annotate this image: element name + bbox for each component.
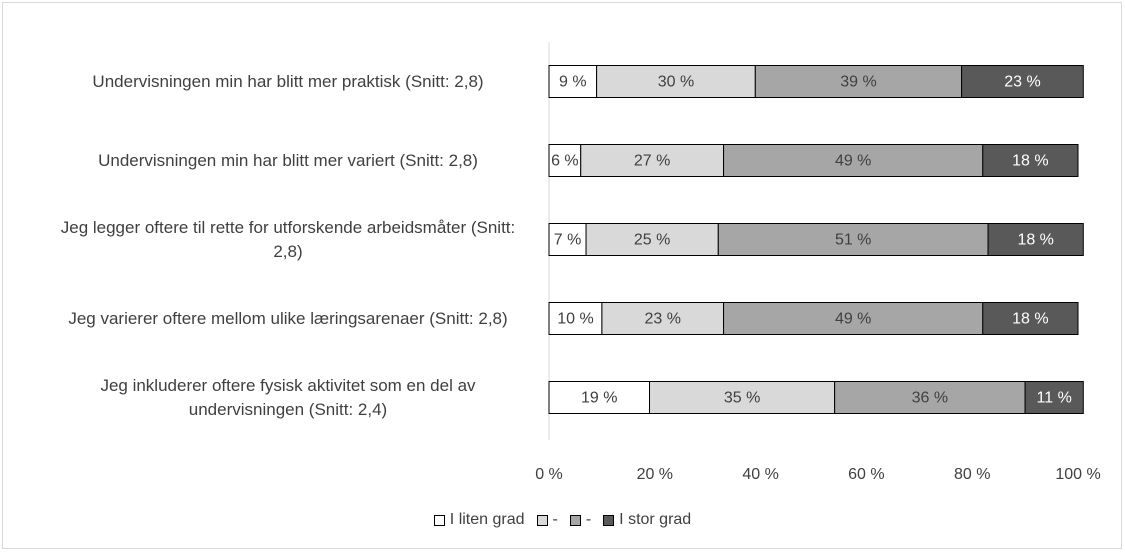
data-label: 27 % bbox=[634, 153, 670, 170]
category-label: Jeg inkluderer oftere fysisk aktivitet s… bbox=[100, 375, 476, 419]
bar-segment bbox=[961, 65, 1084, 98]
data-label: 49 % bbox=[835, 153, 871, 170]
data-label: 39 % bbox=[840, 74, 876, 91]
data-label: 30 % bbox=[658, 74, 694, 91]
bar-segment bbox=[548, 144, 582, 177]
legend-swatch bbox=[569, 514, 581, 526]
legend-item: - bbox=[569, 511, 592, 529]
legend-swatch bbox=[536, 514, 548, 526]
bar-segment bbox=[987, 223, 1084, 256]
legend-label: I stor grad bbox=[619, 511, 692, 528]
bar-segment bbox=[1024, 381, 1084, 414]
bar-segment bbox=[717, 223, 989, 256]
legend-item: I stor grad bbox=[603, 511, 691, 529]
bar-segment bbox=[649, 381, 836, 414]
data-label: 25 % bbox=[634, 232, 670, 249]
data-label: 51 % bbox=[835, 232, 871, 249]
x-tick-label: 0 % bbox=[535, 466, 563, 483]
category-label: Jeg legger oftere til rette for utforske… bbox=[60, 217, 516, 261]
data-label: 10 % bbox=[557, 311, 593, 328]
data-label: 9 % bbox=[559, 74, 587, 91]
x-tick-label: 20 % bbox=[637, 466, 673, 483]
bar-segment bbox=[723, 144, 984, 177]
data-label: 23 % bbox=[645, 311, 681, 328]
x-tick-label: 80 % bbox=[954, 466, 990, 483]
x-tick-label: 40 % bbox=[742, 466, 778, 483]
bar-segment bbox=[754, 65, 963, 98]
data-label: 18 % bbox=[1012, 153, 1048, 170]
legend-label: I liten grad bbox=[449, 511, 525, 528]
data-label: 35 % bbox=[724, 390, 760, 407]
bar-segment bbox=[548, 302, 603, 335]
legend-item: I liten grad bbox=[433, 511, 525, 529]
bar-segment bbox=[548, 65, 598, 98]
category-label: Undervisningen min har blitt mer variert… bbox=[98, 150, 478, 170]
bar-segment bbox=[982, 302, 1079, 335]
legend-label: - bbox=[552, 511, 558, 528]
data-label: 36 % bbox=[912, 390, 948, 407]
data-label: 23 % bbox=[1004, 74, 1040, 91]
category-label: Jeg varierer oftere mellom ulike lærings… bbox=[68, 308, 508, 328]
legend-label: - bbox=[585, 511, 592, 528]
x-tick-label: 100 % bbox=[1055, 466, 1100, 483]
legend-swatch bbox=[603, 514, 615, 526]
data-label: 49 % bbox=[835, 311, 871, 328]
bar-segment bbox=[723, 302, 984, 335]
legend-swatch bbox=[433, 514, 445, 526]
x-tick-label: 60 % bbox=[848, 466, 884, 483]
data-label: 19 % bbox=[581, 390, 617, 407]
bar-segment bbox=[982, 144, 1079, 177]
bar-segment bbox=[585, 223, 719, 256]
data-label: 11 % bbox=[1037, 390, 1072, 407]
data-label: 18 % bbox=[1017, 232, 1053, 249]
legend: I liten grad - - I stor grad bbox=[0, 511, 1125, 529]
bar-segment bbox=[601, 302, 725, 335]
category-label: Undervisningen min har blitt mer praktis… bbox=[92, 71, 484, 91]
bar-segment bbox=[834, 381, 1026, 414]
data-label: 18 % bbox=[1012, 311, 1048, 328]
legend-item: - bbox=[536, 511, 558, 529]
data-label: 7 % bbox=[554, 232, 582, 249]
data-label: 6 % bbox=[551, 153, 579, 170]
bar-segment bbox=[548, 223, 587, 256]
